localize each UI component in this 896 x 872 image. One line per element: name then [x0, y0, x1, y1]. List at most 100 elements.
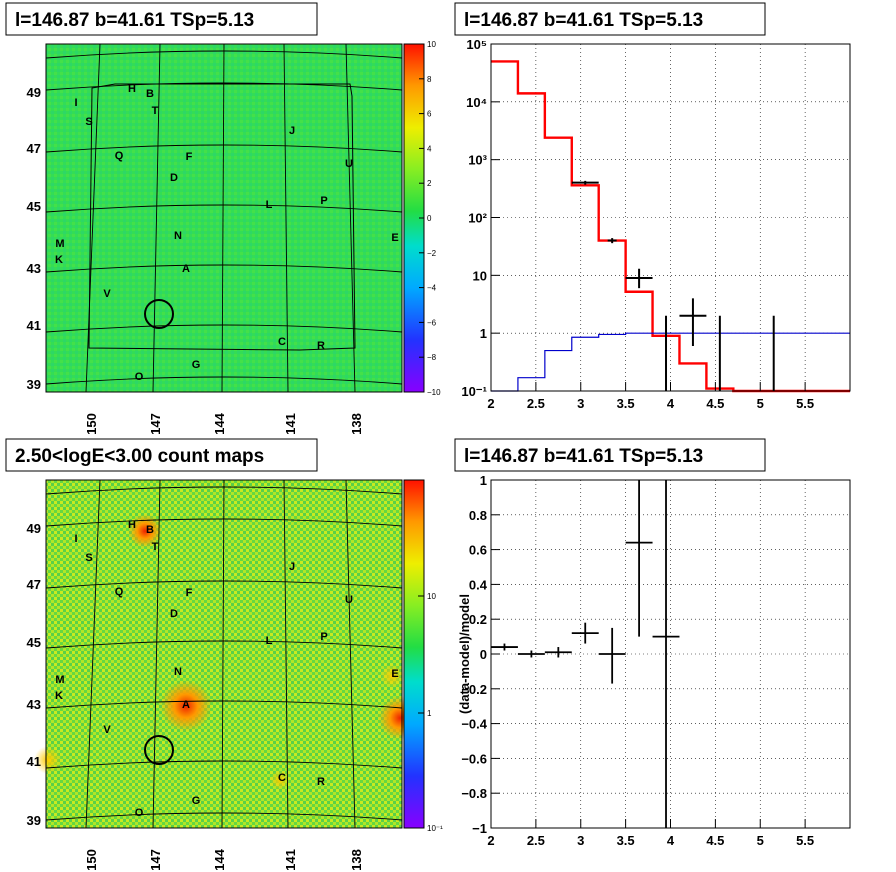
map-bottom-source-label: R: [317, 776, 325, 788]
map-bottom-parallel: [45, 580, 403, 589]
map-top-x-tick: 144: [212, 412, 227, 434]
map-bottom-y-tick: 45: [27, 635, 41, 650]
data-point: [625, 268, 653, 289]
map-top-source-label: G: [192, 359, 201, 371]
map-top-title: l=146.87 b=41.61 TSp=5.13: [15, 10, 254, 31]
residual-x-tick: 3: [577, 833, 584, 848]
map-top-source-label: Q: [115, 150, 124, 162]
map-bottom-source-label: P: [320, 631, 327, 643]
map-top-meridian: [283, 43, 289, 393]
residual-y-tick: 1: [480, 473, 487, 488]
residual-x-tick: 5.5: [796, 833, 814, 848]
map-bottom-source-label: N: [174, 666, 182, 678]
map-top-x-tick: 150: [84, 413, 99, 435]
map-bottom-source-label: E: [391, 668, 398, 680]
map-top-target-circle: [144, 299, 174, 329]
map-bottom-parallel: [45, 518, 403, 527]
residual-y-tick: 0.4: [469, 577, 488, 592]
map-bottom-meridian: [283, 479, 289, 829]
colorbar-top-tick: 4: [427, 144, 432, 153]
colorbar-top-tick: 0: [427, 214, 432, 223]
map-bottom-x-tick: 147: [148, 849, 163, 871]
residual-ylabel: (data-model)/model: [457, 594, 472, 714]
map-top-source-label: J: [289, 125, 295, 137]
spectrum-y-tick: 1: [480, 326, 487, 341]
map-top-title-box: l=146.87 b=41.61 TSp=5.13: [5, 2, 318, 36]
residual-y-tick: −0.8: [461, 786, 487, 801]
map-bottom-x-tick: 141: [283, 849, 298, 871]
map-bottom-parallel: [45, 486, 403, 495]
map-bottom-parallel: [45, 640, 403, 649]
map-bottom-x-tick: 138: [349, 849, 364, 871]
map-bottom-x-tick: 144: [212, 848, 227, 870]
map-top-x-tick: 138: [349, 413, 364, 435]
map-top-source-label: R: [317, 340, 325, 352]
spectrum-x-tick: 5: [757, 396, 764, 411]
map-bottom-source-label: G: [192, 795, 201, 807]
residual-y-tick: −1: [472, 821, 487, 836]
map-bottom-x-tick: 150: [84, 849, 99, 871]
colorbar-top-tick: −2: [427, 249, 437, 258]
data-point: [571, 180, 599, 185]
data-point: [607, 238, 617, 244]
residual-plot-area: [491, 480, 850, 828]
residual-x-tick: 4: [667, 833, 675, 848]
hotspot-a: [160, 680, 212, 732]
map-top-source-label: T: [152, 105, 159, 117]
residual-title-box: l=146.87 b=41.61 TSp=5.13: [454, 438, 766, 472]
residual-y-tick: −0.2: [461, 682, 487, 697]
map-top-parallel: [45, 204, 403, 213]
map-bottom-parallel: [45, 700, 403, 709]
residual-point: [598, 627, 626, 684]
residual-point: [652, 480, 680, 828]
map-bottom-source-label: D: [170, 608, 178, 620]
spectrum-y-tick: 10: [473, 268, 487, 283]
model-source-step: [491, 332, 850, 392]
residual-x-tick: 2.5: [527, 833, 545, 848]
map-top-parallel: [45, 144, 403, 153]
map-top-source-label: S: [85, 116, 92, 128]
map-top-colorbar: [404, 44, 424, 392]
map-top-source-label: K: [55, 254, 63, 266]
map-top-source-label: F: [186, 151, 193, 163]
map-bottom-source-label: I: [74, 533, 77, 545]
map-top-source-label: B: [146, 88, 154, 100]
spectrum-x-tick: 5.5: [796, 396, 814, 411]
map-top: H B I T S J Q F U D L P E M N K A V C R G O 150 147 144 141 138 49…: [27, 40, 442, 435]
spectrum-y-tick: 10³: [468, 153, 487, 168]
map-top-meridian: [152, 43, 161, 393]
map-bottom-y-tick: 41: [27, 754, 41, 769]
spectrum-plot: 2 2.5 3 3.5 4 4.5 5 5.5 10⁻¹ 1 10 10² 10³ 10⁴ 10⁵: [461, 37, 851, 411]
spectrum-x-tick: 3: [577, 396, 584, 411]
map-bottom-y-tick: 47: [27, 577, 41, 592]
residual-x-tick: 5: [757, 833, 764, 848]
spectrum-x-tick: 3.5: [617, 396, 635, 411]
colorbar-top-tick: 6: [427, 110, 432, 119]
map-bottom-parallel: [45, 812, 403, 821]
map-top-y-tick: 41: [27, 318, 41, 333]
map-bottom-y-tick: 49: [27, 521, 41, 536]
residual-x-tick: 3.5: [617, 833, 635, 848]
colorbar-top-tick: 10: [427, 40, 436, 49]
data-point: [679, 298, 707, 346]
residual-plot: 2 2.5 3 3.5 4 4.5 5 5.5 −1 −0.8 −0.6 −0.4 −0.2 0 0.2 0.…: [457, 473, 851, 848]
residual-y-tick: 0.8: [469, 508, 487, 523]
map-top-parallel: [45, 82, 403, 91]
map-top-meridian: [85, 43, 101, 393]
map-bottom-meridian: [221, 479, 225, 829]
residual-point: [625, 480, 653, 637]
map-bottom-target-circle: [144, 735, 174, 765]
map-bottom-source-label: O: [135, 807, 144, 819]
map-bottom-source-label: F: [186, 587, 193, 599]
map-top-source-label: C: [278, 336, 286, 348]
map-top-parallel: [45, 264, 403, 273]
residual-point: [517, 650, 545, 658]
spectrum-title: l=146.87 b=41.61 TSp=5.13: [464, 10, 703, 31]
colorbar-bottom-tick: 10: [427, 592, 436, 601]
map-bottom-source-label: Q: [115, 586, 124, 598]
map-bottom-source-label: C: [278, 772, 286, 784]
spectrum-x-tick: 2: [487, 396, 494, 411]
map-top-y-tick: 45: [27, 199, 41, 214]
